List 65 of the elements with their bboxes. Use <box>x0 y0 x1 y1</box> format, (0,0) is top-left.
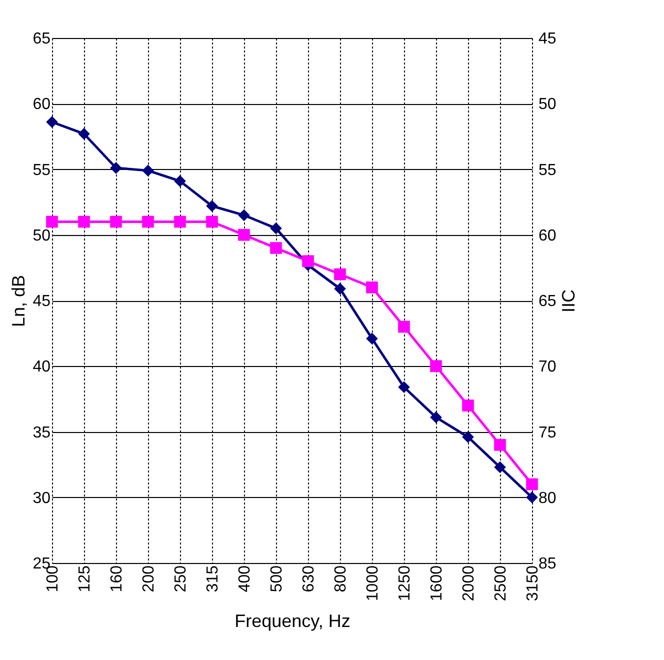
point <box>462 400 474 412</box>
point <box>398 381 410 394</box>
point <box>398 320 410 333</box>
point <box>494 461 506 474</box>
point <box>430 411 442 424</box>
point <box>334 268 346 280</box>
point <box>526 478 538 490</box>
y-tick-label: 40 <box>32 358 51 376</box>
x-tick-label: 200 <box>140 565 158 592</box>
point <box>206 216 218 228</box>
point <box>46 116 58 128</box>
x-tick-label: 400 <box>236 565 254 592</box>
point <box>430 360 442 372</box>
point <box>142 216 154 228</box>
y2-tick-label: 80 <box>538 490 556 507</box>
x-tick-label: 315 <box>204 565 222 592</box>
point <box>270 242 282 254</box>
y2-tick-label: 70 <box>538 358 556 376</box>
x-tick-label: 1000 <box>364 565 382 602</box>
point <box>302 255 314 268</box>
point <box>110 162 122 174</box>
point <box>238 209 250 222</box>
y2-tick-label: 50 <box>538 96 556 114</box>
y-tick-label: 65 <box>32 30 51 48</box>
point <box>238 228 250 241</box>
y-tick-label: 60 <box>32 96 51 114</box>
y-tick-label: 30 <box>32 490 51 507</box>
x-tick-label: 2500 <box>492 565 510 602</box>
point <box>46 216 58 228</box>
y2-axis-title: IIC <box>558 289 578 313</box>
point <box>206 200 218 212</box>
x-tick-label: 250 <box>172 565 190 592</box>
y-axis-title: Ln, dB <box>8 274 29 328</box>
point <box>110 216 122 228</box>
point <box>78 216 90 228</box>
x-tick-label: 1600 <box>428 565 446 602</box>
point <box>526 491 538 504</box>
x-tick-label: 800 <box>332 565 350 592</box>
y2-tick-label: 60 <box>538 227 556 244</box>
x-tick-label: 500 <box>268 565 286 592</box>
point <box>78 128 90 140</box>
point <box>270 222 282 234</box>
y2-tick-label: 85 <box>538 556 556 572</box>
point <box>494 438 506 451</box>
x-tick-label: 125 <box>76 565 94 592</box>
point <box>174 216 186 228</box>
y-tick-label: 45 <box>32 293 51 310</box>
point <box>462 431 474 443</box>
x-tick-label: 2000 <box>460 565 478 602</box>
point <box>174 175 186 187</box>
point <box>366 332 378 344</box>
y-tick-label: 50 <box>32 227 51 244</box>
x-axis-title: Frequency, Hz <box>234 611 350 632</box>
point <box>366 281 378 294</box>
y-tick-label: 35 <box>32 424 51 442</box>
y2-tick-label: 65 <box>538 293 556 310</box>
point <box>334 282 346 295</box>
point <box>142 164 154 176</box>
y-tick-label: 55 <box>32 162 51 179</box>
x-tick-label: 1250 <box>396 565 414 602</box>
x-tick-label: 630 <box>300 565 318 592</box>
y2-tick-label: 45 <box>538 30 556 48</box>
y2-tick-label: 75 <box>538 424 556 442</box>
x-tick-label: 160 <box>108 565 126 592</box>
y2-tick-label: 55 <box>538 162 556 179</box>
